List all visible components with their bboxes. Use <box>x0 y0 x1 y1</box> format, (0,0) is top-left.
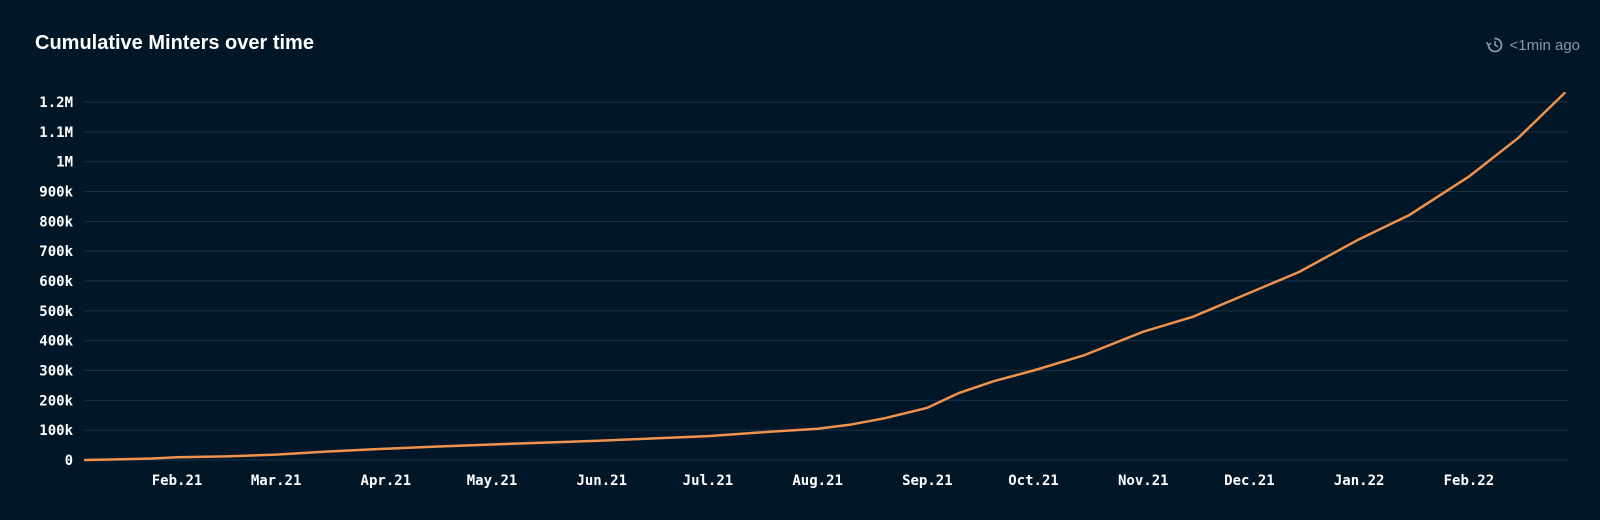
y-tick-label: 900k <box>39 185 73 201</box>
x-tick-label: May.21 <box>467 473 518 489</box>
y-tick-label: 1.2M <box>39 95 73 111</box>
y-tick-label: 500k <box>39 304 73 320</box>
x-tick-label: Apr.21 <box>361 473 412 489</box>
refresh-status[interactable]: <1min ago <box>1485 36 1580 54</box>
x-tick-label: Jan.22 <box>1334 473 1385 489</box>
x-tick-label: Oct.21 <box>1008 473 1059 489</box>
y-tick-label: 700k <box>39 244 73 260</box>
y-tick-label: 400k <box>39 334 73 350</box>
y-tick-label: 100k <box>39 423 73 439</box>
series-line <box>83 91 1566 462</box>
y-tick-label: 1M <box>56 155 73 171</box>
y-tick-label: 300k <box>39 364 73 380</box>
y-tick-label: 0 <box>65 453 73 469</box>
refresh-status-text: <1min ago <box>1509 36 1580 54</box>
y-tick-label: 600k <box>39 274 73 290</box>
y-tick-label: 800k <box>39 214 73 230</box>
x-tick-label: Feb.21 <box>152 473 203 489</box>
x-tick-label: Nov.21 <box>1118 473 1169 489</box>
x-tick-label: Jul.21 <box>683 473 734 489</box>
x-tick-label: Jun.21 <box>576 473 627 489</box>
x-tick-label: Dec.21 <box>1224 473 1275 489</box>
y-tick-label: 1.1M <box>39 125 73 141</box>
y-tick-label: 200k <box>39 393 73 409</box>
x-tick-label: Aug.21 <box>792 473 843 489</box>
chart-title: Cumulative Minters over time <box>35 32 314 54</box>
x-tick-label: Mar.21 <box>251 473 302 489</box>
x-tick-label: Feb.22 <box>1444 473 1495 489</box>
refresh-clock-icon <box>1485 36 1504 54</box>
x-tick-label: Sep.21 <box>902 473 953 489</box>
